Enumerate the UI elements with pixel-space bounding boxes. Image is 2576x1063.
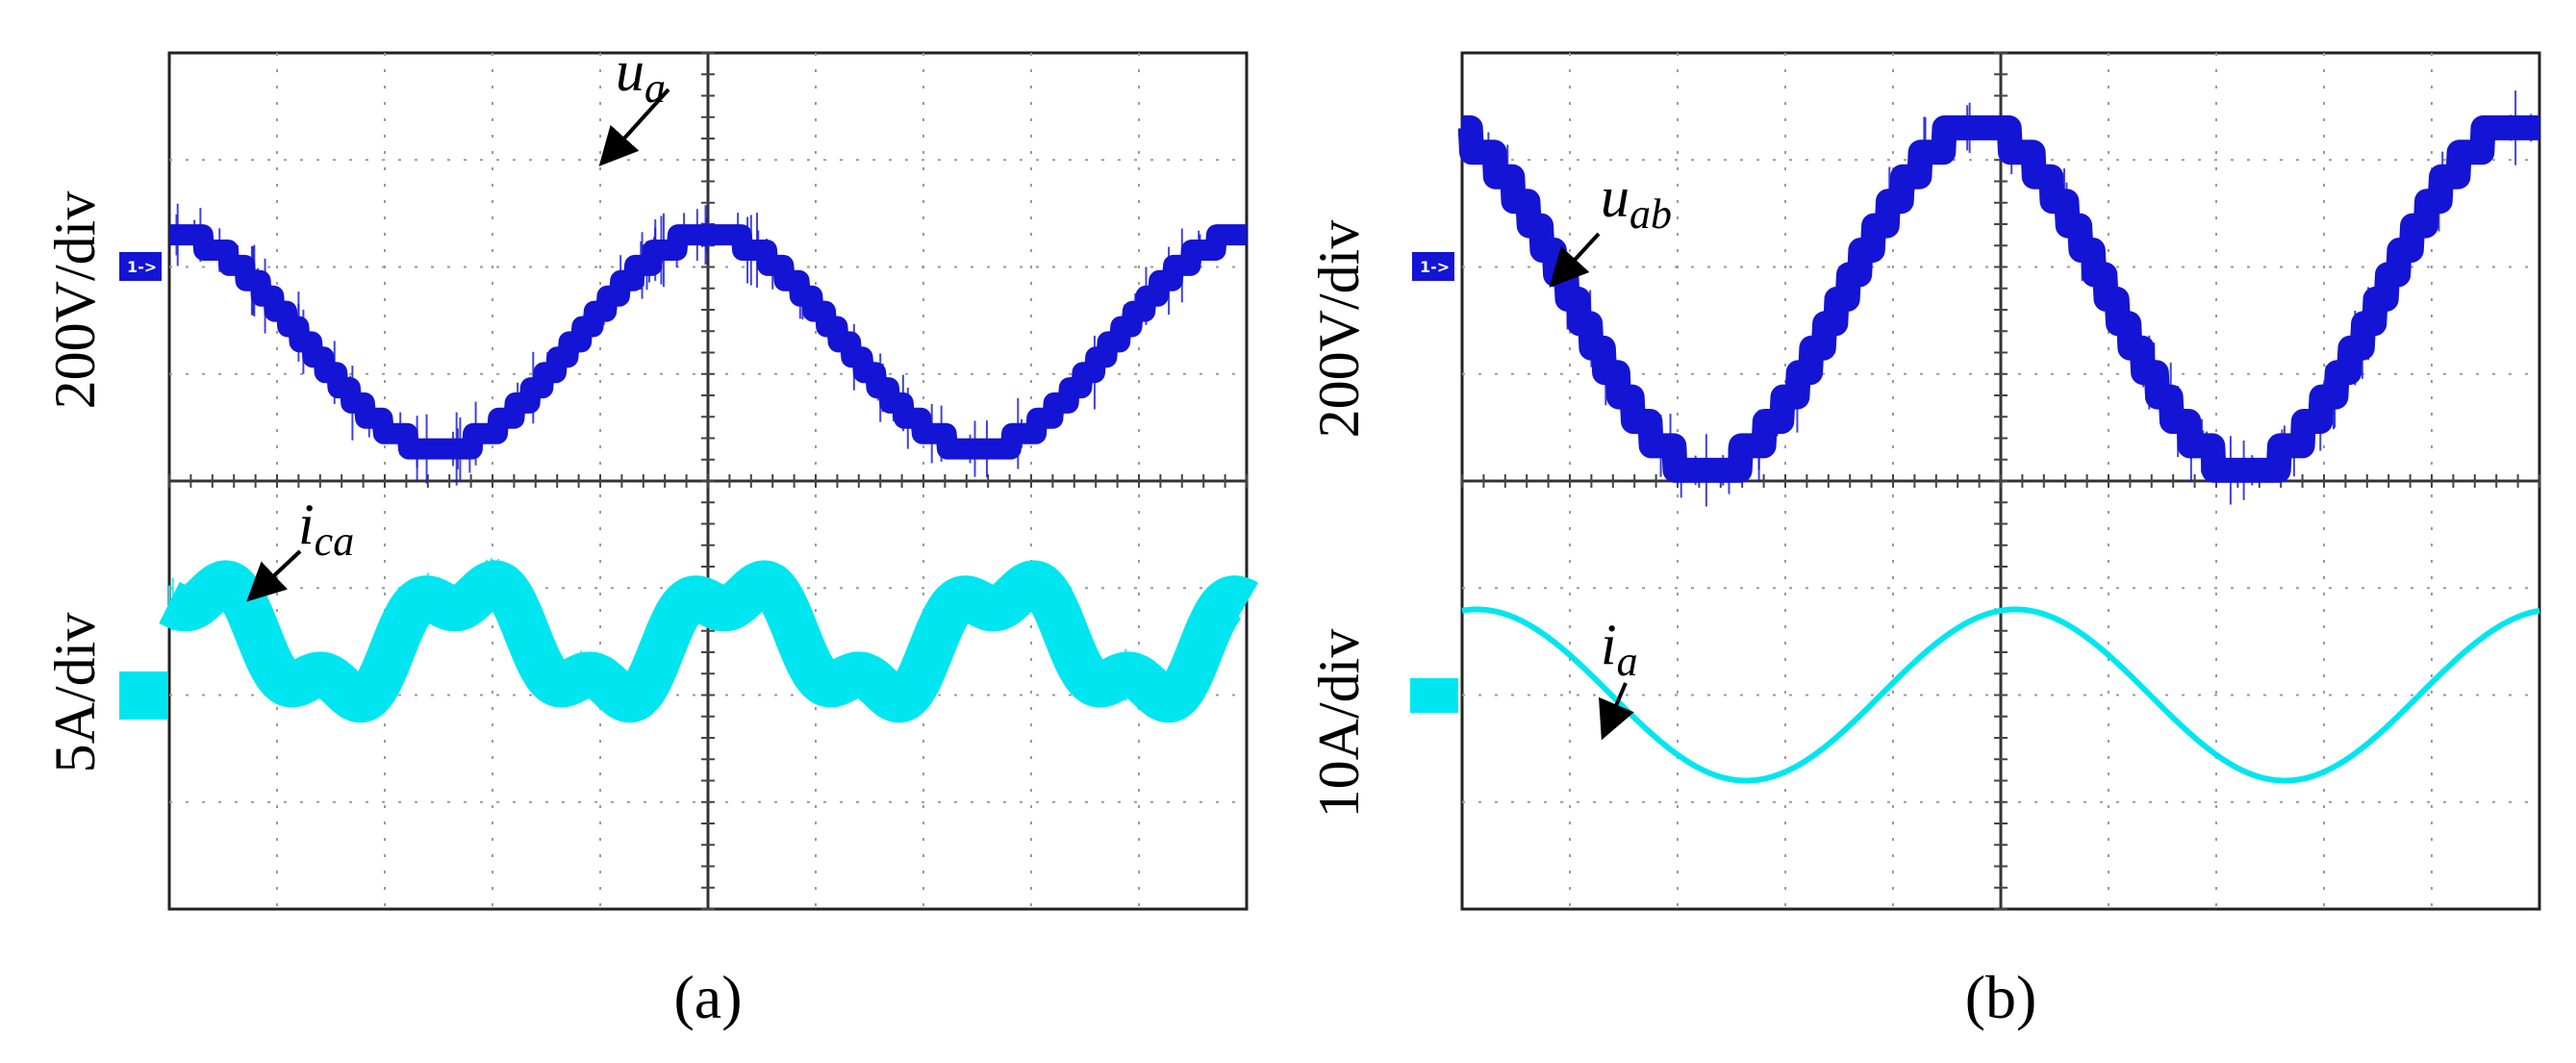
annotation-ia: ia <box>1599 613 1638 741</box>
svg-text:uab: uab <box>1601 165 1672 238</box>
svg-text:1->: 1-> <box>1420 258 1450 276</box>
svg-text:ua: ua <box>616 39 666 112</box>
trace-i_a <box>1460 606 2541 784</box>
channel-marker-upper-a: 1-> <box>119 252 162 281</box>
scale-label-lower-a: 5A/div <box>43 613 107 773</box>
scale-label-upper-a: 200V/div <box>43 191 107 410</box>
panel-b: 1-> 200V/div 10A/div uab ia (b) <box>1307 51 2551 1031</box>
svg-text:ica: ica <box>298 493 354 565</box>
channel-marker-lower-a <box>119 671 167 720</box>
annotation-ua-base: u <box>616 39 644 103</box>
annotation-ia-sub: a <box>1617 638 1638 685</box>
traces-a <box>147 203 1269 723</box>
annotation-ua-sub: a <box>644 64 666 112</box>
panel-a: 1-> 200V/div 5A/div ua ica (a) <box>43 39 1269 1031</box>
annotation-uab-sub: ab <box>1629 190 1672 238</box>
trace-u_ab <box>1451 114 2551 483</box>
traces-b <box>1451 90 2551 784</box>
annotation-ia-base: i <box>1601 613 1617 676</box>
trace-u_a <box>160 224 1256 460</box>
annotation-uab-base: u <box>1601 165 1629 229</box>
annotation-ica-sub: ca <box>315 518 355 565</box>
annotation-uab: uab <box>1549 165 1672 288</box>
annotation-ica-base: i <box>298 493 315 556</box>
grid-a <box>168 52 1248 910</box>
caption-a: (a) <box>673 963 742 1031</box>
caption-b: (b) <box>1965 963 2037 1031</box>
annotation-ica: ica <box>246 493 354 602</box>
svg-text:ia: ia <box>1601 613 1638 685</box>
svg-text:1->: 1-> <box>127 258 157 276</box>
channel-marker-upper-b: 1-> <box>1412 252 1454 281</box>
scale-label-lower-b: 10A/div <box>1307 629 1371 819</box>
scale-label-upper-b: 200V/div <box>1307 220 1371 439</box>
annotation-ua: ua <box>598 39 670 166</box>
channel-marker-lower-b <box>1410 678 1458 713</box>
